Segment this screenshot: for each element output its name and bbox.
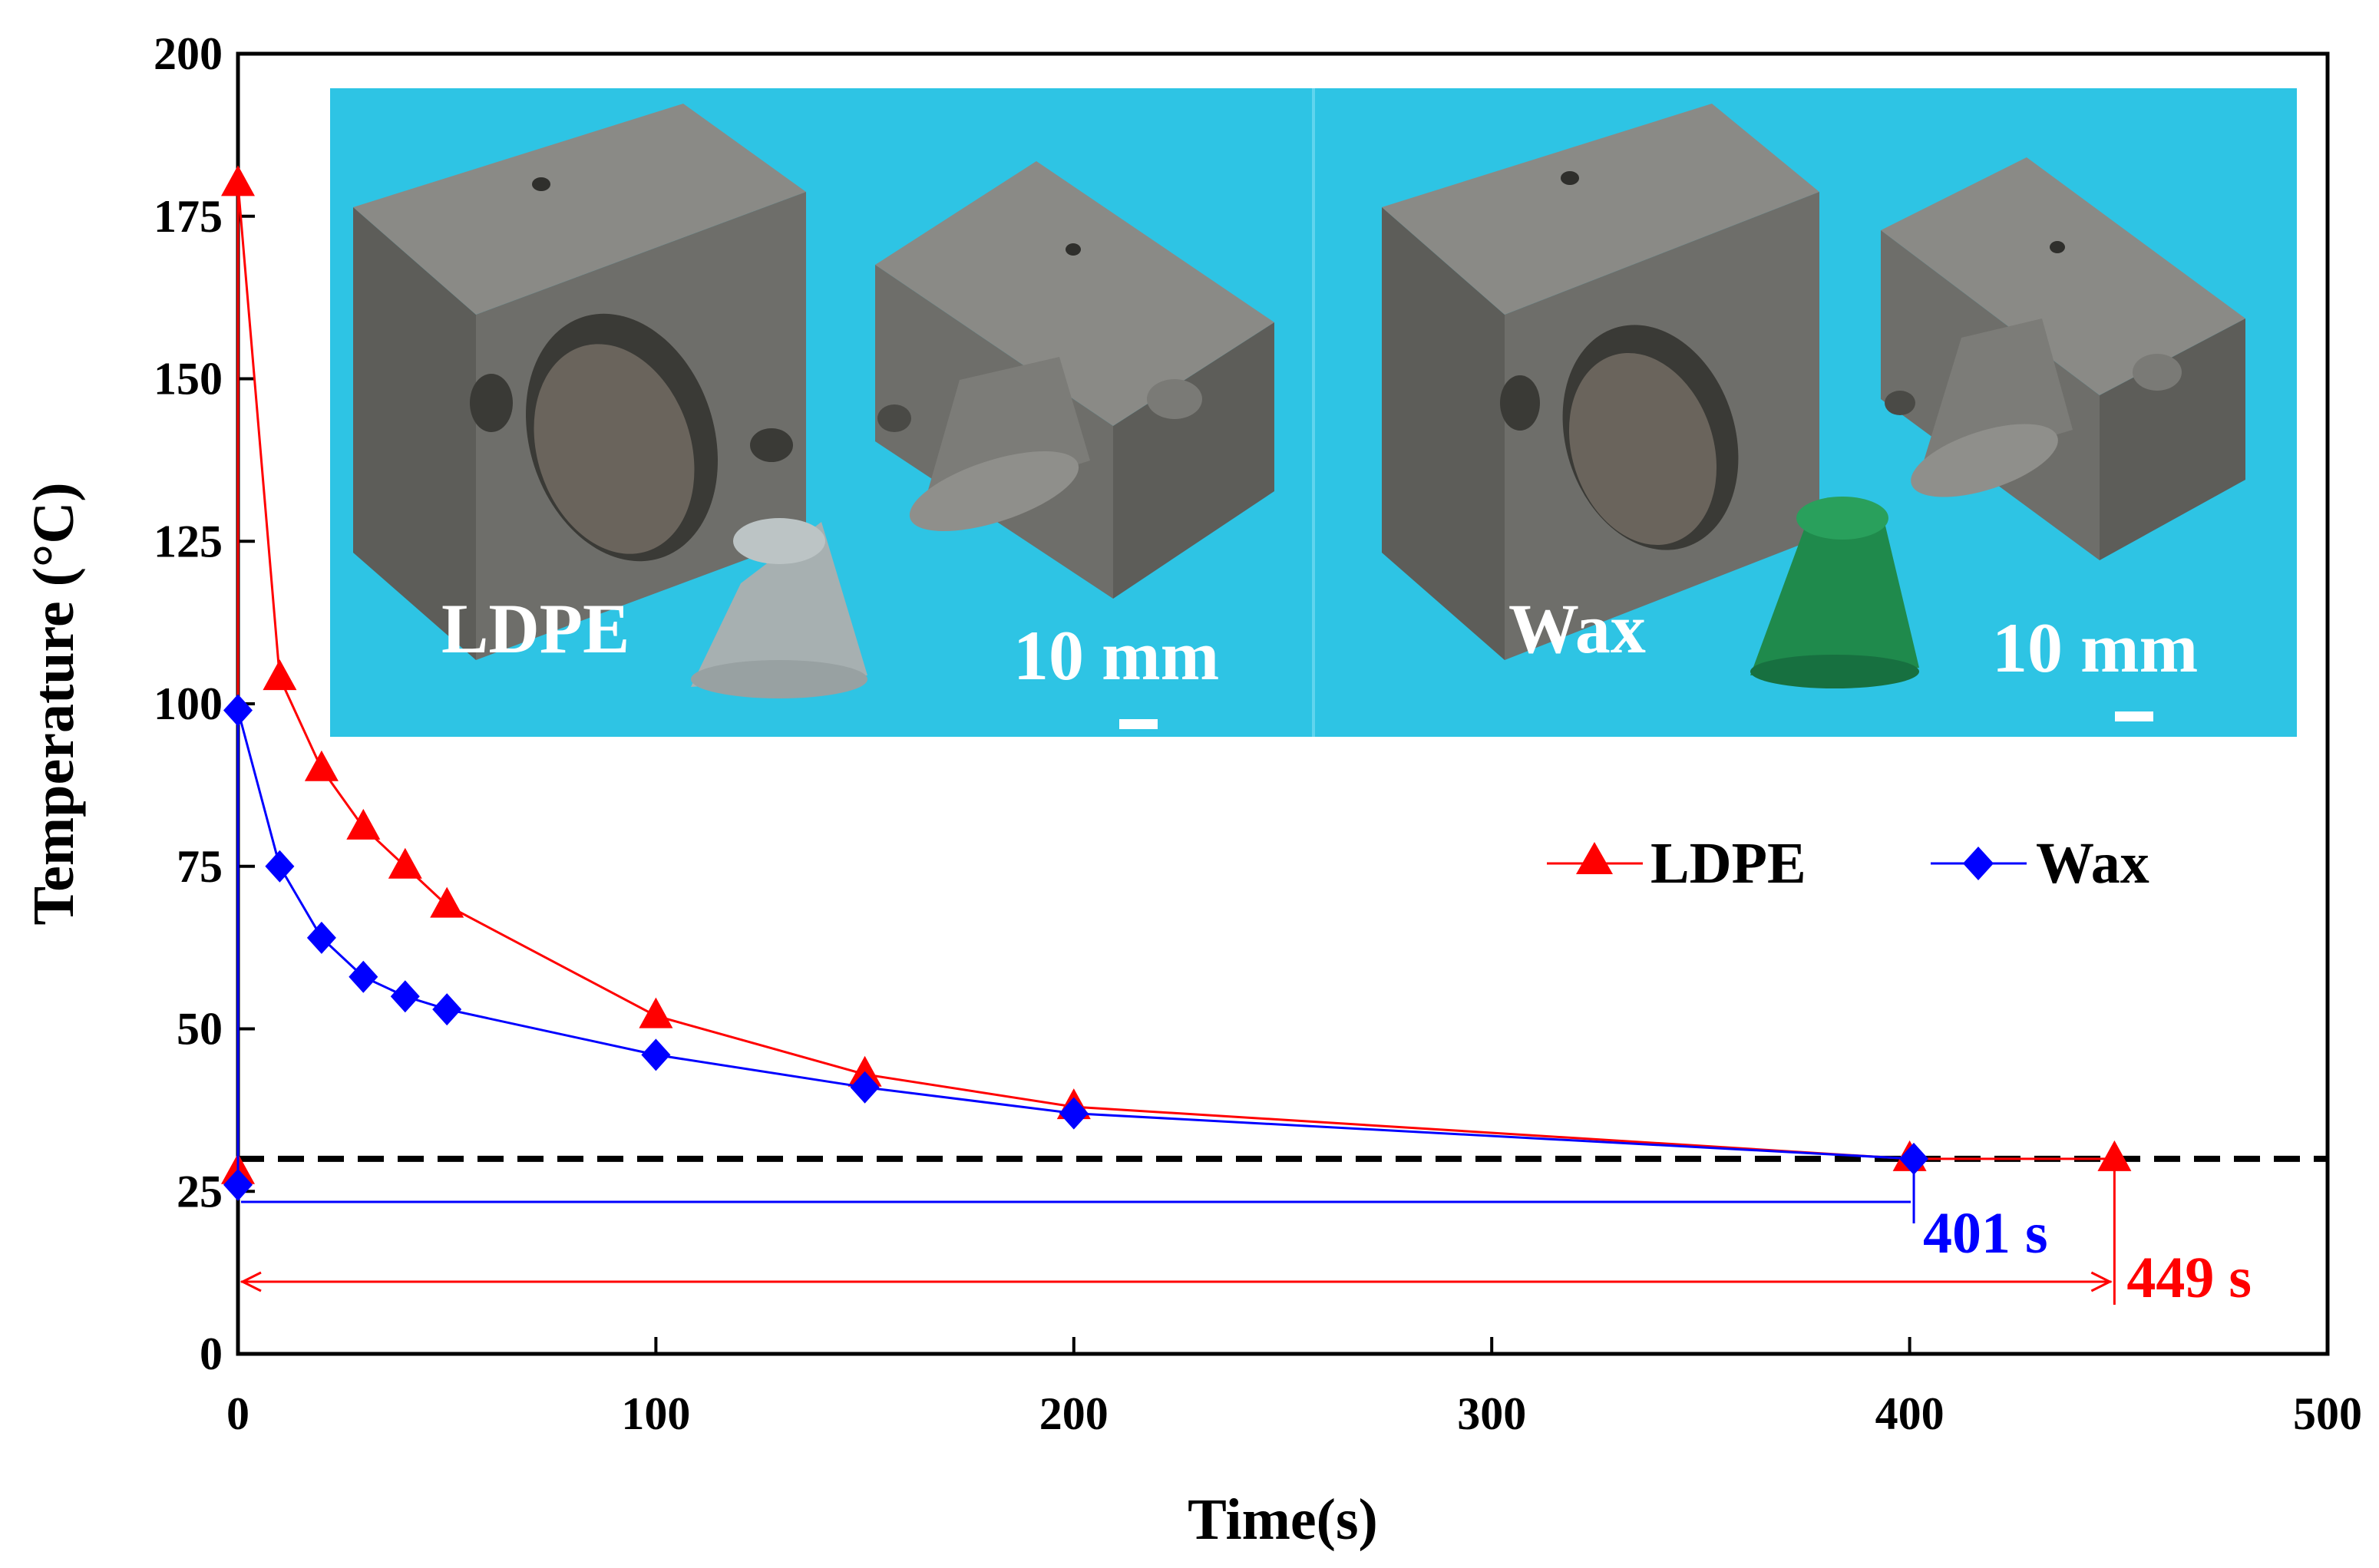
series-layer (221, 165, 2328, 1201)
y-tick-label: 25 (177, 1166, 223, 1216)
point-wax (223, 694, 253, 727)
y-axis-title: Temperature (°C) (21, 482, 86, 925)
inset-label-ldpe: LDPE (441, 589, 629, 668)
x-tick-label: 500 (2293, 1388, 2362, 1439)
point-ldpe (388, 847, 422, 879)
legend-label-ldpe: LDPE (1650, 831, 1806, 896)
y-tick-label: 100 (154, 678, 223, 729)
anno-label-wax: 401 s (1923, 1201, 2048, 1266)
point-wax (850, 1071, 880, 1104)
point-wax (223, 1168, 253, 1201)
legend-swatch-ldpe-marker (1576, 842, 1613, 874)
y-tick-label: 75 (177, 841, 223, 892)
y-tick-label: 0 (200, 1329, 223, 1379)
scale-bar-wax (2115, 711, 2153, 721)
point-wax (390, 980, 420, 1013)
point-wax (432, 993, 462, 1026)
axes: 0 25 50 75 100 125 150 175 200 0 100 200 300 400 500 (154, 28, 2362, 1439)
inset-scale-wax: 10 mm (1992, 609, 2198, 687)
point-ldpe (263, 659, 297, 691)
point-wax (1899, 1142, 1928, 1175)
point-ldpe (430, 886, 464, 918)
x-axis-title: Time(s) (1188, 1487, 1378, 1552)
x-tick-label: 300 (1457, 1388, 1526, 1439)
inset-scale-ldpe: 10 mm (1013, 616, 1219, 695)
x-tick-label: 100 (621, 1388, 690, 1439)
point-ldpe (304, 750, 339, 781)
legend-swatch-wax-marker (1963, 847, 1994, 880)
anno-arrow-left (240, 1271, 262, 1292)
anno-arrow-right (2090, 1271, 2113, 1292)
anno-label-ldpe: 449 s (2126, 1246, 2252, 1310)
point-wax (641, 1038, 671, 1071)
legend-label-wax: Wax (2036, 831, 2149, 896)
x-tick-label: 400 (1875, 1388, 1945, 1439)
wax-mold-photo (1382, 104, 2245, 688)
point-wax (349, 960, 378, 993)
y-tick-label: 125 (154, 516, 223, 566)
point-wax (306, 921, 336, 954)
series-line-ldpe (236, 183, 2115, 1172)
scale-bar-ldpe (1119, 719, 1158, 729)
point-ldpe (221, 165, 255, 196)
inset-label-wax: Wax (1508, 589, 1646, 668)
point-ldpe (2097, 1140, 2132, 1171)
x-tick-label: 0 (226, 1388, 249, 1439)
point-wax (265, 850, 295, 883)
point-ldpe (639, 997, 673, 1028)
ldpe-mold-photo (353, 104, 1274, 698)
point-wax (1059, 1097, 1089, 1130)
point-ldpe (346, 808, 381, 840)
y-tick-label: 200 (154, 28, 223, 79)
y-tick-label: 50 (177, 1004, 223, 1055)
y-tick-label: 175 (154, 191, 223, 242)
annotation-layer: 401 s 449 s (240, 1166, 2252, 1310)
legend: LDPE Wax (1547, 831, 2149, 896)
y-tick-label: 150 (154, 354, 223, 404)
x-tick-label: 200 (1039, 1388, 1109, 1439)
inset-photo: LDPE 10 mm Wax 10 mm (330, 88, 2297, 737)
